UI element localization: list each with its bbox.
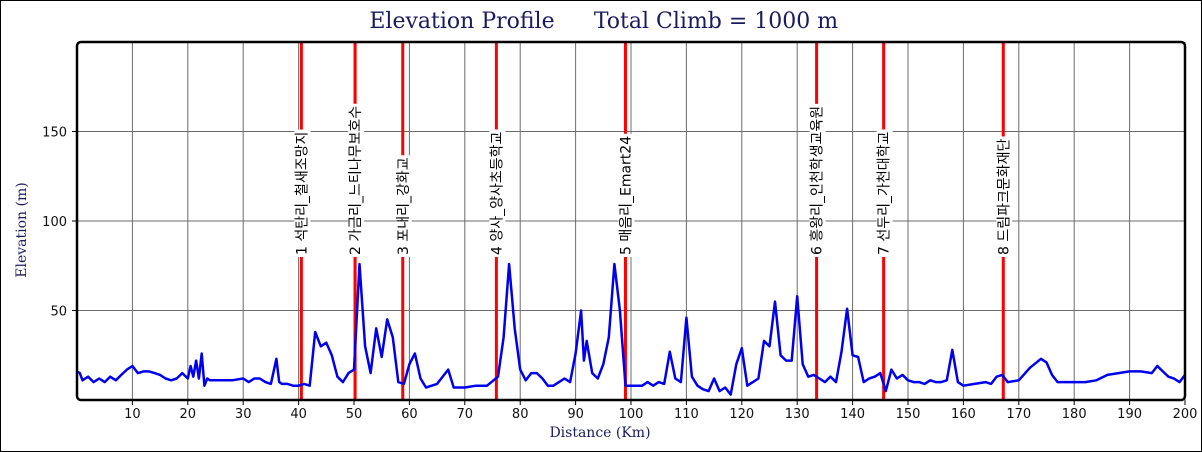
x-tick-label: 130 xyxy=(785,407,810,422)
chart-subtitle: Total Climb = 1000 m xyxy=(594,9,838,34)
x-tick-label: 80 xyxy=(512,407,529,422)
x-tick-label: 70 xyxy=(457,407,474,422)
checkpoint-label: 7 선두리_가천대학교 xyxy=(877,131,893,255)
x-axis-label: Distance (Km) xyxy=(549,425,650,441)
checkpoint-label: 6 흥왕리_인천학생교육원 xyxy=(810,106,826,255)
x-tick-label: 110 xyxy=(674,407,699,422)
x-tick-label: 30 xyxy=(235,407,252,422)
checkpoint-label-background xyxy=(996,136,1013,257)
x-tick-label: 100 xyxy=(619,407,644,422)
x-tick-label: 90 xyxy=(567,407,584,422)
axis-ticks: 10 20 30 40 50 60 70 80 90 100 110 120 130 140 150 160 1… xyxy=(42,126,1197,423)
elevation-series xyxy=(76,262,1186,396)
x-tick-label: 20 xyxy=(180,407,197,422)
checkpoint-label: 3 포내리_강화교 xyxy=(396,157,412,255)
checkpoint-label-background xyxy=(876,129,893,257)
y-tick-label: 50 xyxy=(50,305,67,320)
checkpoint-label: 2 가금리_느티나무보호수 xyxy=(348,106,364,255)
checkpoint-label-background xyxy=(348,103,365,257)
x-tick-label: 140 xyxy=(840,407,865,422)
checkpoint-label: 1 석탄리_철새조망지 xyxy=(294,132,310,255)
x-tick-label: 150 xyxy=(896,407,921,422)
x-tick-label: 160 xyxy=(951,407,976,422)
checkpoint-label: 4 양사_양사초등학교 xyxy=(489,131,505,255)
y-tick-label: 100 xyxy=(42,215,67,230)
x-tick-label: 60 xyxy=(401,407,418,422)
x-tick-label: 120 xyxy=(729,407,754,422)
y-tick-label: 150 xyxy=(42,126,67,141)
checkpoint-label: 8 드림파크문화재단 xyxy=(996,138,1012,255)
checkpoint-label-background xyxy=(809,103,826,257)
x-tick-label: 170 xyxy=(1006,407,1031,422)
elevation-line xyxy=(76,262,1186,396)
checkpoint-markers: 1 석탄리_철새조망지 2 가금리_느티나무보호수 3 포내리_강화교 4 양사_양사… xyxy=(294,42,1013,400)
x-tick-label: 190 xyxy=(1117,407,1142,422)
checkpoint-label-background xyxy=(294,129,311,257)
x-tick-label: 180 xyxy=(1062,407,1087,422)
y-axis-label: Elevation (m) xyxy=(14,182,30,277)
chart-title: Elevation Profile xyxy=(369,9,554,34)
x-tick-label: 40 xyxy=(290,407,307,422)
checkpoint-label-background xyxy=(489,129,506,257)
x-tick-label: 200 xyxy=(1173,407,1198,422)
x-tick-label: 50 xyxy=(346,407,363,422)
checkpoint-label: 5 매음리_Emart24 xyxy=(618,136,634,255)
checkpoint-label-background xyxy=(395,155,412,257)
x-tick-label: 10 xyxy=(124,407,141,422)
checkpoint-label-background xyxy=(618,133,635,257)
